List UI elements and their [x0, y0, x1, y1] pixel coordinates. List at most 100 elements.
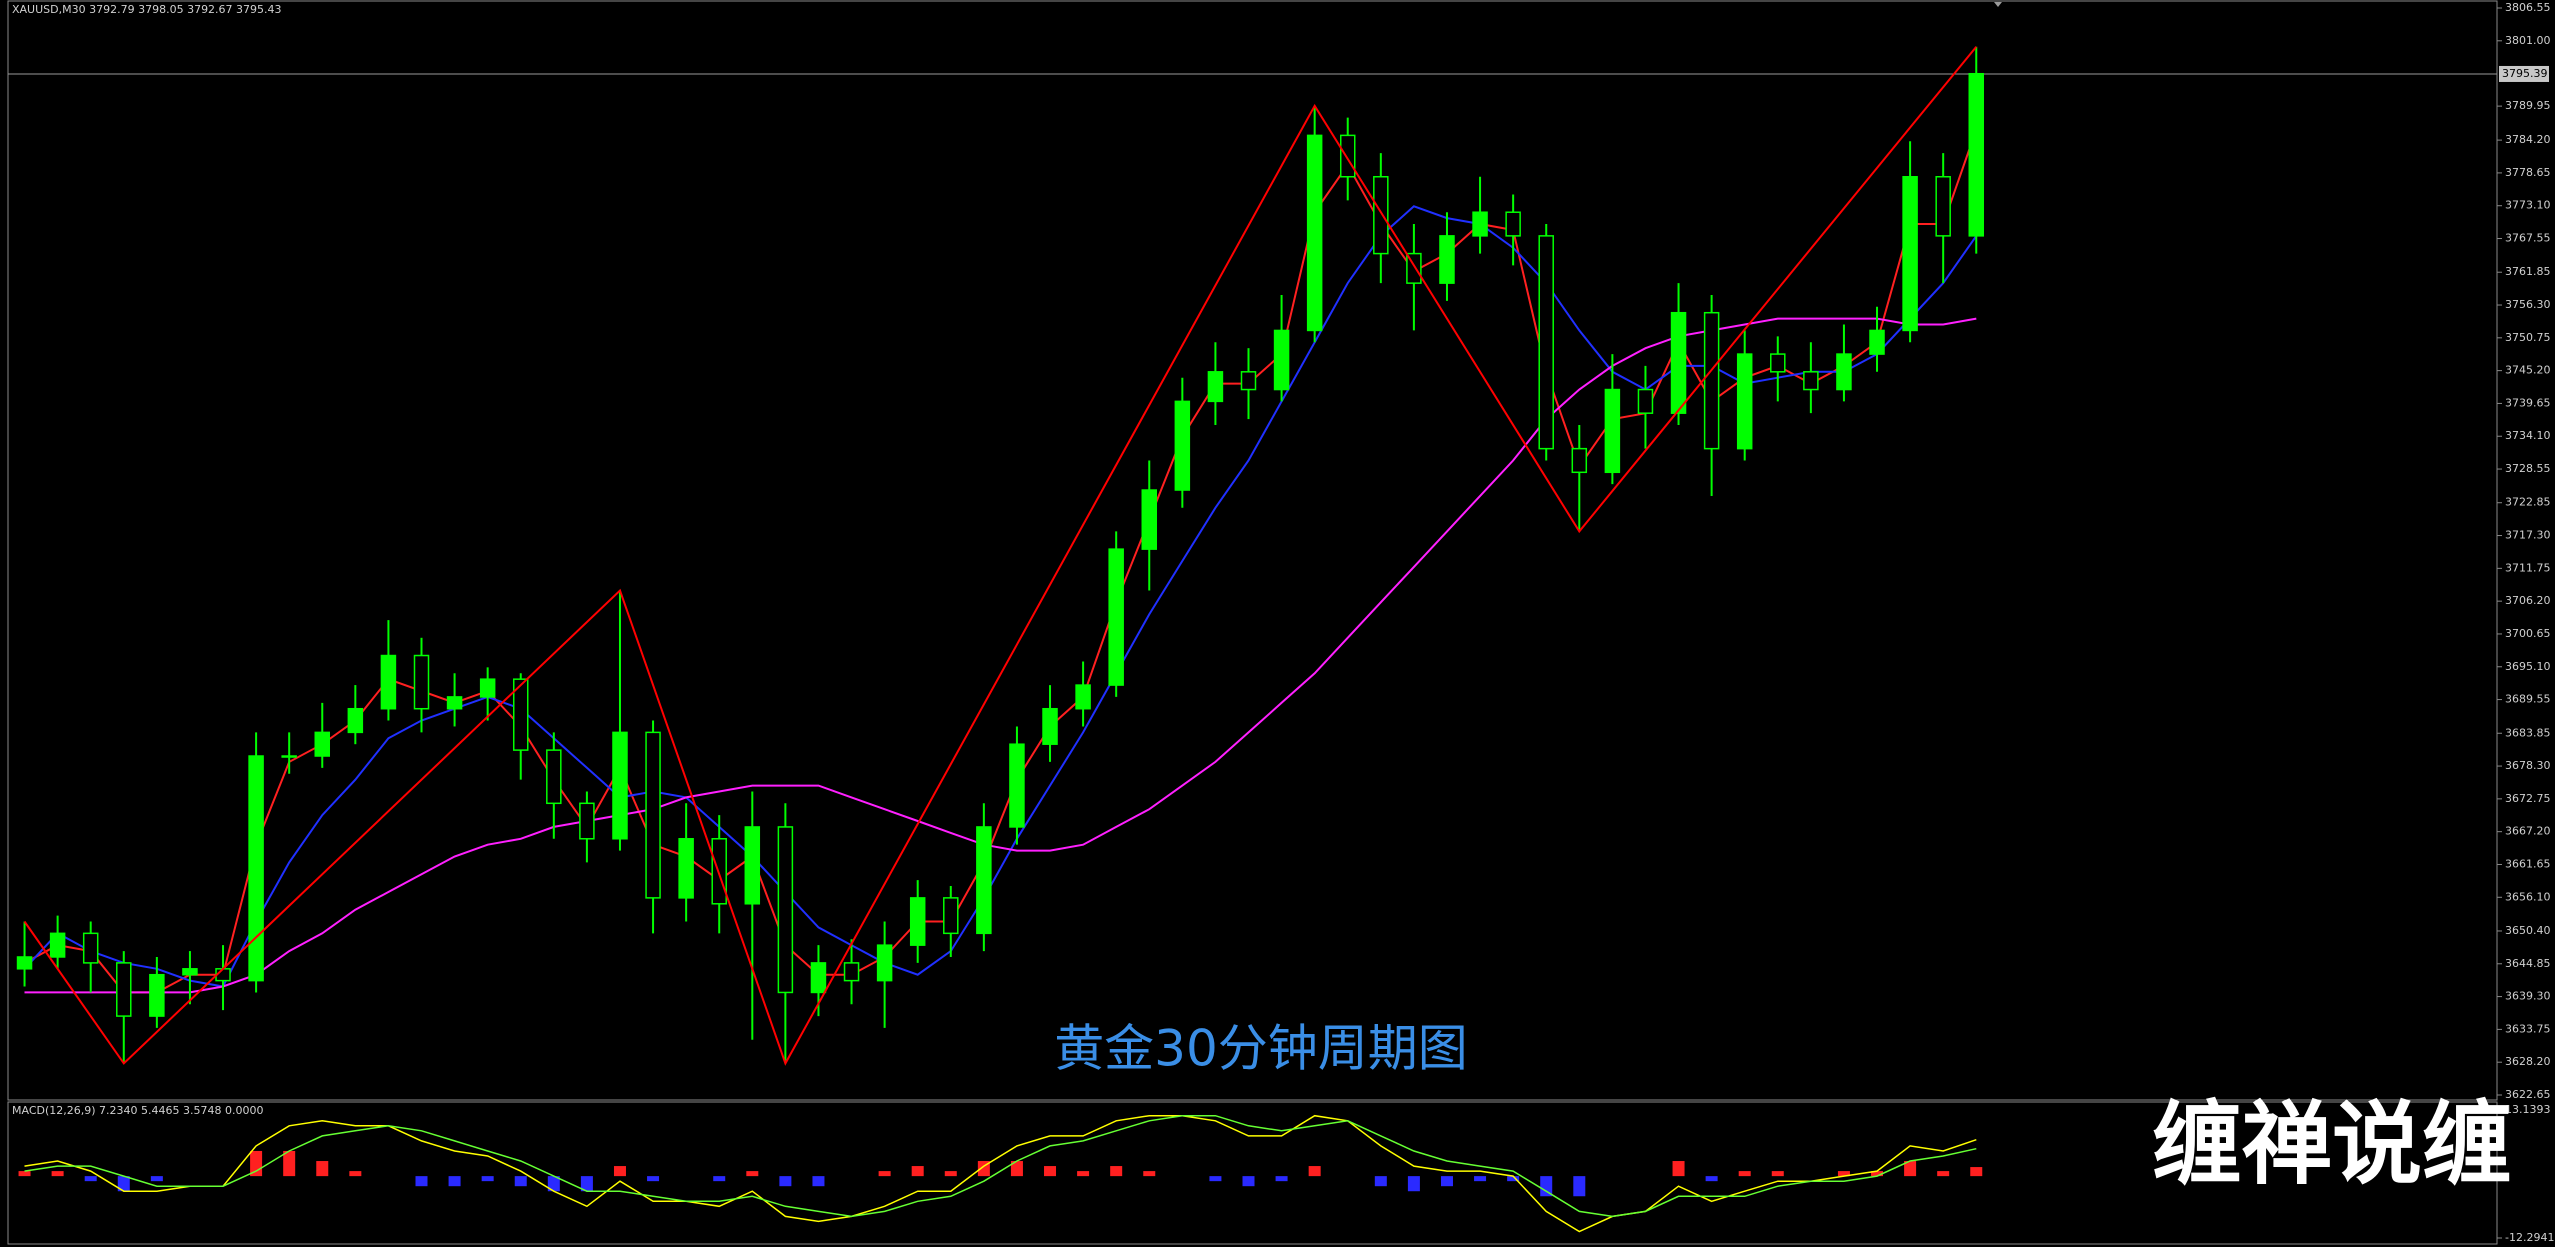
macd-histogram-bar [1110, 1166, 1123, 1177]
current-price-label: 3795.39 [2502, 67, 2548, 80]
y-tick-label: 3745.20 [2505, 364, 2551, 377]
y-tick-label: 3633.75 [2505, 1022, 2551, 1035]
y-tick-label: 3756.30 [2505, 298, 2551, 311]
y-tick-label: 3778.65 [2505, 166, 2551, 179]
candle-body [1637, 388, 1654, 414]
macd-histogram-bar [1308, 1166, 1321, 1177]
y-tick-label: 3672.75 [2505, 792, 2551, 805]
y-tick-label: 3734.10 [2505, 429, 2551, 442]
candle-body [1472, 211, 1488, 237]
macd-histogram-bar [1242, 1176, 1255, 1187]
candle-body [512, 678, 529, 751]
macd-histogram-bar [1143, 1171, 1156, 1177]
y-tick-label: 3717.30 [2505, 529, 2551, 542]
y-tick-label: 13.1393 [2505, 1103, 2551, 1116]
candle-body [1009, 743, 1025, 828]
y-tick-label: 3628.20 [2505, 1055, 2551, 1068]
macd-histogram-bar [1209, 1176, 1222, 1182]
moving-average [24, 317, 1977, 994]
y-tick-label: 3767.55 [2505, 232, 2551, 245]
macd-histogram-bar [1837, 1171, 1850, 1177]
candle-body [810, 962, 827, 994]
y-tick-label: 3689.55 [2505, 693, 2551, 706]
candle-body [1803, 371, 1819, 391]
candle-body [612, 731, 628, 840]
macd-histogram-bar [117, 1176, 130, 1192]
macd-histogram-bar [1970, 1167, 1983, 1177]
y-tick-label: 3706.20 [2505, 594, 2551, 607]
candle-body [909, 897, 926, 946]
macd-histogram-bar [514, 1176, 527, 1187]
candle-body [1075, 684, 1091, 710]
shift-marker [1994, 2, 2002, 7]
candle-body [1935, 176, 1951, 237]
y-tick-label: 3661.65 [2505, 857, 2551, 870]
candle-body [1670, 311, 1687, 414]
macd-panel [7, 1101, 2498, 1245]
candle-body [82, 932, 99, 964]
macd-histogram-bar [746, 1171, 759, 1177]
candle-body [943, 897, 959, 935]
candle-body [1703, 311, 1720, 450]
candle-body [281, 755, 297, 758]
candle-body [49, 932, 66, 958]
candle-body [1505, 211, 1521, 237]
y-tick-label: 3695.10 [2505, 660, 2551, 673]
candle-body [1439, 235, 1455, 284]
candle-body [1339, 134, 1356, 178]
candle-body [1571, 447, 1588, 474]
macd-histogram-bar [647, 1176, 660, 1182]
macd-histogram-bar [613, 1166, 626, 1177]
candle-body [843, 962, 860, 982]
candle-body [16, 956, 33, 970]
candle-body [446, 696, 463, 710]
y-tick-label: 3722.85 [2505, 496, 2551, 509]
candle-body [116, 962, 132, 1017]
candle-body [1240, 371, 1257, 391]
candle-body [1306, 134, 1323, 332]
y-tick-label: 3711.75 [2505, 561, 2551, 574]
candle-body [1373, 176, 1389, 255]
current-price-box [2499, 65, 2549, 82]
y-tick-label: 3644.85 [2505, 957, 2551, 970]
y-tick-label: 3728.55 [2505, 462, 2551, 475]
macd-histogram-bar [1044, 1166, 1057, 1177]
candle-body [1902, 176, 1918, 332]
macd-histogram-bar [911, 1166, 924, 1177]
candle-body [1836, 353, 1852, 391]
macd-histogram-bar [51, 1171, 64, 1177]
macd-histogram-bar [878, 1171, 891, 1177]
y-tick-label: 3789.95 [2505, 99, 2551, 112]
candle-body [976, 826, 992, 935]
y-tick-label: 3656.10 [2505, 890, 2551, 903]
macd-histogram-bar [1474, 1176, 1487, 1182]
candle-body [678, 838, 694, 899]
zigzag [23, 46, 1978, 1066]
macd-histogram-bar [1871, 1171, 1884, 1177]
macd-histogram-bar [1771, 1171, 1784, 1177]
macd-histogram-bar [1440, 1176, 1453, 1187]
watermark: 缠禅说缠 [2152, 1092, 2512, 1197]
candle-body [1869, 329, 1885, 355]
candle-body [1042, 707, 1058, 745]
chart-annotation: 黄金30分钟周期图 [1054, 1020, 1468, 1078]
macd-histogram-bar [779, 1176, 792, 1187]
macd-histogram-bar [481, 1176, 494, 1182]
moving-average [23, 205, 1978, 988]
macd-line [24, 1114, 1977, 1233]
macd-histogram-bar [283, 1150, 296, 1177]
macd-histogram-bar [1705, 1176, 1718, 1182]
macd-histogram-bar [1507, 1176, 1520, 1182]
candle-body [744, 826, 761, 905]
macd-histogram-bar [1738, 1171, 1751, 1177]
candle-body [1736, 353, 1753, 450]
macd-histogram-bar [150, 1176, 163, 1182]
candle-body [1770, 353, 1786, 373]
macd-histogram-bar [316, 1161, 329, 1177]
macd-title: MACD(12,26,9) 7.2340 5.4465 3.5748 0.000… [12, 1104, 264, 1117]
macd-histogram-bar [448, 1176, 461, 1187]
macd-histogram-bar [1407, 1176, 1420, 1192]
candle-body [1141, 489, 1158, 550]
y-tick-label: 3650.40 [2505, 924, 2551, 937]
